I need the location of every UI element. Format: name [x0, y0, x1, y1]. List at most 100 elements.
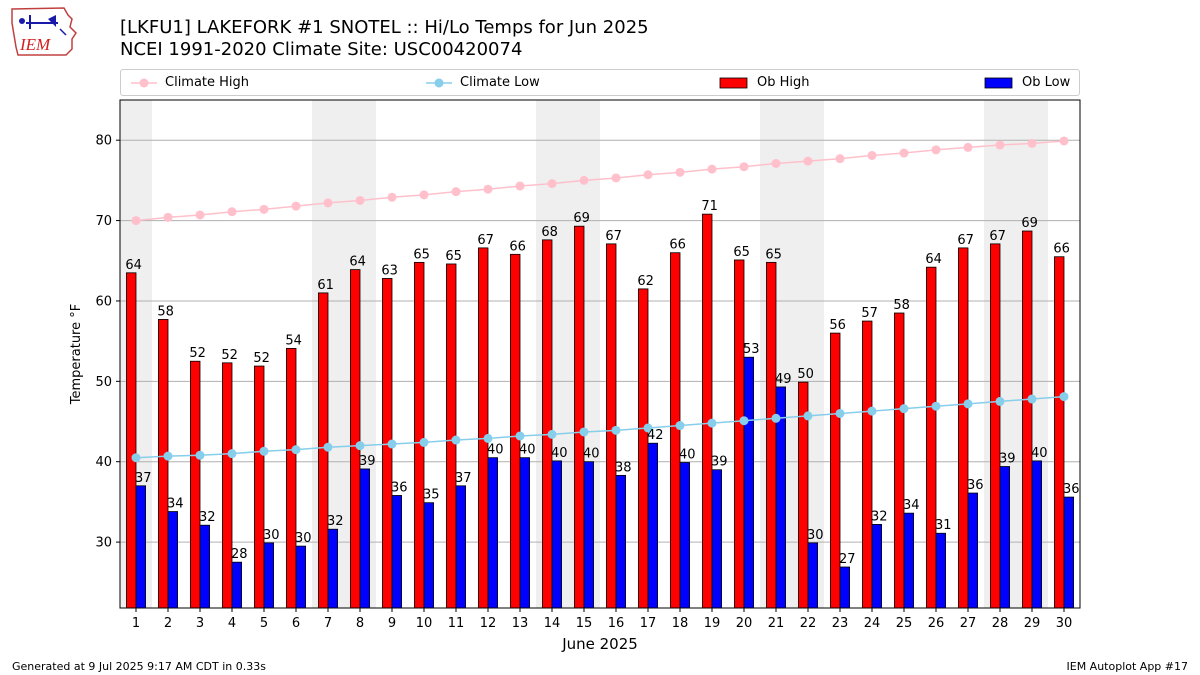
ob-high-bar-6	[285, 347, 297, 609]
climate-low-point-24	[867, 406, 877, 416]
ob-high-label-8: 64	[349, 255, 366, 270]
climate-high-point-8	[355, 195, 365, 205]
climate-low-point-28	[995, 396, 1005, 406]
ob-low-label-22: 30	[807, 528, 824, 543]
climate-low-point-29	[1027, 394, 1037, 404]
x-tick-label-11: 11	[448, 616, 465, 631]
climate-high-point-28	[995, 140, 1005, 150]
ob-high-label-19: 71	[701, 199, 718, 214]
climate-high-point-29	[1027, 138, 1037, 148]
climate-low-point-18	[675, 421, 685, 431]
climate-low-point-30	[1059, 392, 1069, 402]
climate-high-point-14	[547, 179, 557, 189]
app-credit: IEM Autoplot App #17	[1066, 660, 1189, 673]
ob-high-label-3: 52	[189, 346, 206, 361]
ob-high-label-14: 68	[541, 225, 558, 240]
ob-high-label-11: 65	[445, 249, 462, 264]
ob-low-label-1: 37	[135, 471, 152, 486]
y-tick-label-80: 80	[95, 134, 112, 149]
x-tick-label-28: 28	[992, 616, 1009, 631]
x-tick-label-10: 10	[416, 616, 433, 631]
climate-high-point-27	[963, 142, 973, 152]
ob-high-label-21: 65	[765, 247, 782, 262]
x-tick-label-5: 5	[260, 616, 268, 631]
x-tick-label-12: 12	[480, 616, 497, 631]
iem-logo-graphic: IEM	[11, 7, 77, 56]
x-tick-label-9: 9	[388, 616, 396, 631]
ob-low-bar-24	[871, 524, 883, 609]
ob-low-label-26: 31	[935, 518, 952, 533]
ob-low-label-28: 39	[999, 452, 1016, 467]
x-tick-label-23: 23	[832, 616, 849, 631]
climate-high-line-icon	[131, 78, 157, 87]
legend-item-ob-high: Ob High	[719, 70, 810, 95]
ob-high-label-30: 66	[1053, 242, 1070, 257]
ob-low-label-15: 40	[583, 447, 600, 462]
ob-low-bar-7	[327, 528, 339, 609]
ob-low-label-4: 28	[231, 547, 248, 562]
ob-low-label-21: 49	[775, 372, 792, 387]
ob-high-label-29: 69	[1021, 216, 1038, 231]
ob-high-label-25: 58	[893, 298, 910, 313]
y-tick-label-70: 70	[95, 214, 112, 229]
ob-low-bar-14	[551, 460, 563, 609]
x-tick-label-27: 27	[960, 616, 977, 631]
ob-high-bar-5	[253, 365, 265, 609]
climate-low-point-26	[931, 401, 941, 411]
ob-high-bar-3	[189, 360, 201, 609]
ob-high-bar-18	[670, 252, 681, 609]
iem-logo: IEM	[8, 5, 82, 59]
ob-high-bar-21	[766, 261, 777, 609]
climate-low-point-16	[611, 425, 621, 435]
ob-low-bar-13	[519, 457, 531, 609]
ob-low-label-19: 39	[711, 455, 728, 470]
ob-high-label-16: 67	[605, 229, 622, 244]
climate-low-point-8	[355, 441, 365, 451]
y-tick-label-30: 30	[95, 536, 112, 551]
ob-high-label-9: 63	[381, 263, 398, 278]
ob-high-bar-12	[477, 247, 489, 609]
ob-low-label-7: 32	[327, 514, 344, 529]
climate-high-point-11	[451, 187, 461, 197]
ob-low-label-9: 36	[391, 480, 408, 495]
ob-low-label-30: 36	[1063, 482, 1080, 497]
x-tick-label-18: 18	[672, 616, 689, 631]
climate-low-point-23	[835, 408, 845, 418]
climate-low-point-20	[739, 416, 749, 426]
climate-high-point-30	[1059, 136, 1069, 146]
climate-high-line	[135, 140, 1065, 222]
x-tick-label-24: 24	[864, 616, 881, 631]
ob-low-bar-3	[199, 524, 211, 609]
climate-high-point-10	[419, 190, 429, 200]
ob-high-bar-14	[542, 239, 553, 609]
ob-low-bar-20	[743, 356, 755, 609]
legend-item-ob-low: Ob Low	[984, 70, 1070, 95]
ob-low-bar-9	[391, 495, 403, 609]
ob-high-label-7: 61	[317, 278, 334, 293]
climate-high-point-18	[675, 167, 685, 177]
climate-low-point-10	[419, 437, 429, 447]
ob-high-label-5: 52	[253, 351, 270, 366]
ob-low-bar-25	[903, 512, 915, 609]
climate-high-point-23	[835, 154, 845, 164]
climate-high-point-1	[131, 216, 141, 226]
climate-low-point-13	[515, 431, 525, 441]
climate-high-point-25	[899, 148, 909, 158]
ob-low-bar-27	[967, 492, 979, 609]
ob-high-label-26: 64	[925, 252, 942, 267]
ob-high-bar-4	[221, 362, 233, 609]
ob-high-label-22: 50	[797, 367, 814, 382]
climate-high-point-7	[323, 198, 333, 208]
ob-high-label-6: 54	[285, 333, 302, 348]
climate-low-point-9	[387, 439, 397, 449]
ob-low-label-18: 40	[679, 448, 696, 463]
ob-high-bar-15	[574, 225, 585, 609]
ob-low-bar-17	[647, 442, 659, 609]
ob-high-bar-16	[606, 243, 617, 609]
ob-low-bar-16	[615, 474, 627, 609]
ob-high-label-23: 56	[829, 318, 846, 333]
x-tick-label-13: 13	[512, 616, 529, 631]
climate-high-point-21	[771, 159, 781, 168]
climate-low-point-11	[451, 435, 461, 445]
